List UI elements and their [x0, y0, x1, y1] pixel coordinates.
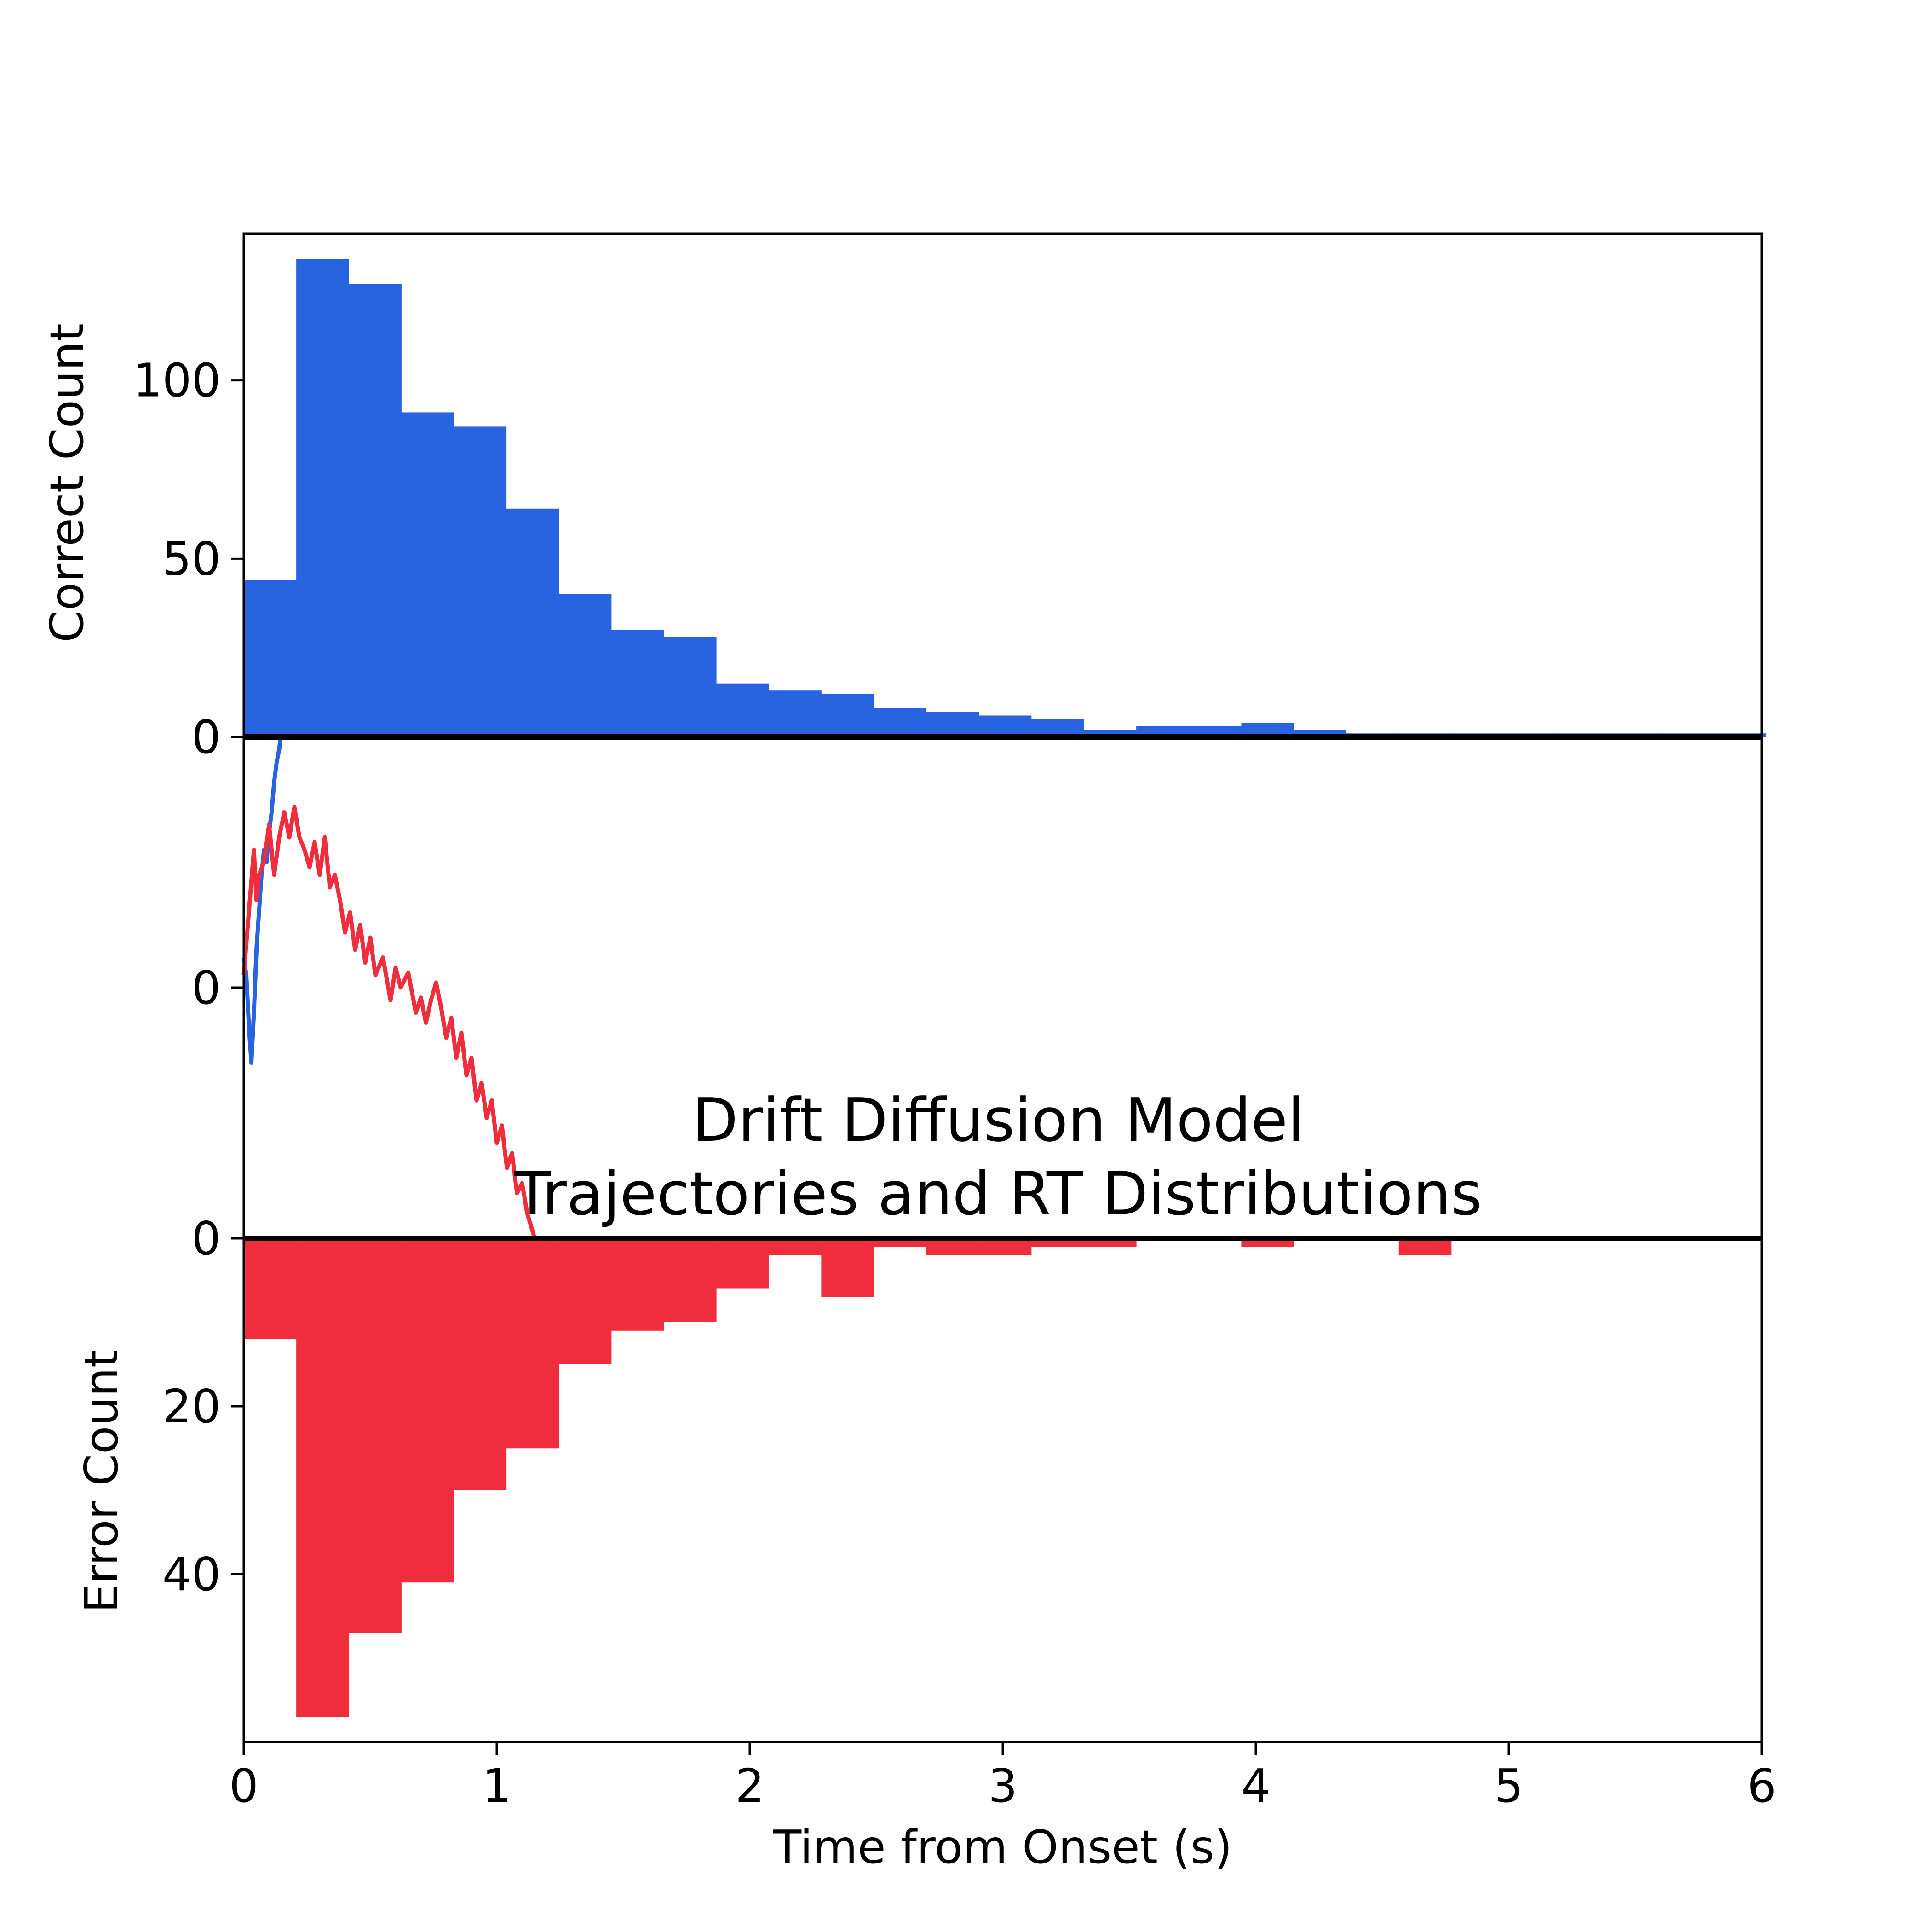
error-bar: [558, 1238, 612, 1364]
error-trajectory-line: [242, 805, 537, 1239]
error-count-axis-title: Error Count: [75, 1350, 128, 1613]
trajectory-lines: [242, 736, 537, 1239]
y-tick-label: 20: [162, 1380, 221, 1433]
error-bar: [244, 1238, 297, 1339]
correct-bar: [611, 630, 664, 737]
figure-title-line-2: Trajectories and RT Distributions: [514, 1159, 1482, 1229]
y-tick-label: 0: [191, 961, 221, 1015]
time-axis-title: Time from Onset (s): [773, 1820, 1232, 1874]
trajectory-panel: 0 0 0: [191, 710, 537, 1265]
error-bar: [716, 1238, 769, 1289]
y-tick-label: 0: [191, 710, 221, 764]
time-x-ticks: 0 1 2 3 4 5 6: [229, 1742, 1777, 1813]
y-tick-label: 0: [191, 710, 221, 764]
correct-bars: [244, 259, 1767, 737]
correct-bar: [244, 580, 297, 737]
error-bar: [296, 1238, 349, 1717]
error-bar: [506, 1238, 559, 1449]
correct-bar: [296, 259, 349, 737]
trajectory-y-ticks: 0 0 0: [191, 710, 244, 1265]
correct-bar: [401, 412, 454, 737]
correct-bar: [874, 708, 927, 737]
error-bar: [978, 1238, 1032, 1255]
correct-bar: [769, 690, 822, 737]
correct-y-ticks: 0 50 100: [133, 354, 244, 764]
correct-bar: [558, 594, 612, 737]
error-bar: [401, 1238, 454, 1583]
correct-bar: [349, 284, 402, 737]
error-bar: [349, 1238, 402, 1633]
correct-bar: [926, 712, 979, 737]
x-tick-label: 0: [229, 1759, 259, 1813]
correct-bar: [454, 426, 507, 737]
error-bar: [611, 1238, 664, 1331]
error-bar: [769, 1238, 822, 1255]
error-bars: [244, 1238, 1452, 1717]
correct-bar: [716, 683, 769, 737]
correct-count-axis-title: Correct Count: [40, 323, 94, 643]
figure-title-line-1: Drift Diffusion Model: [692, 1085, 1304, 1155]
y-tick-label: 100: [133, 354, 221, 408]
x-tick-label: 6: [1747, 1759, 1777, 1813]
error-bar: [664, 1238, 717, 1322]
x-tick-label: 3: [988, 1759, 1018, 1813]
correct-bar: [978, 715, 1032, 737]
error-bar: [926, 1238, 979, 1255]
error-bar: [1398, 1238, 1452, 1255]
y-tick-label: 40: [162, 1547, 221, 1601]
axes-frames: [242, 232, 1763, 1743]
y-tick-label: 0: [191, 1212, 221, 1265]
x-tick-label: 1: [482, 1759, 512, 1813]
x-tick-label: 4: [1241, 1759, 1271, 1813]
x-tick-label: 5: [1494, 1759, 1524, 1813]
x-tick-label: 2: [735, 1759, 765, 1813]
y-tick-label: 50: [162, 532, 221, 586]
correct-bar: [664, 637, 717, 737]
correct-histogram-panel: 0 50 100: [133, 259, 1767, 764]
correct-bar: [1031, 719, 1084, 737]
figure-frame: [242, 232, 1763, 1743]
error-bar: [821, 1238, 874, 1297]
correct-bar: [821, 694, 874, 737]
correct-bar: [506, 508, 559, 737]
error-bar: [454, 1238, 507, 1490]
